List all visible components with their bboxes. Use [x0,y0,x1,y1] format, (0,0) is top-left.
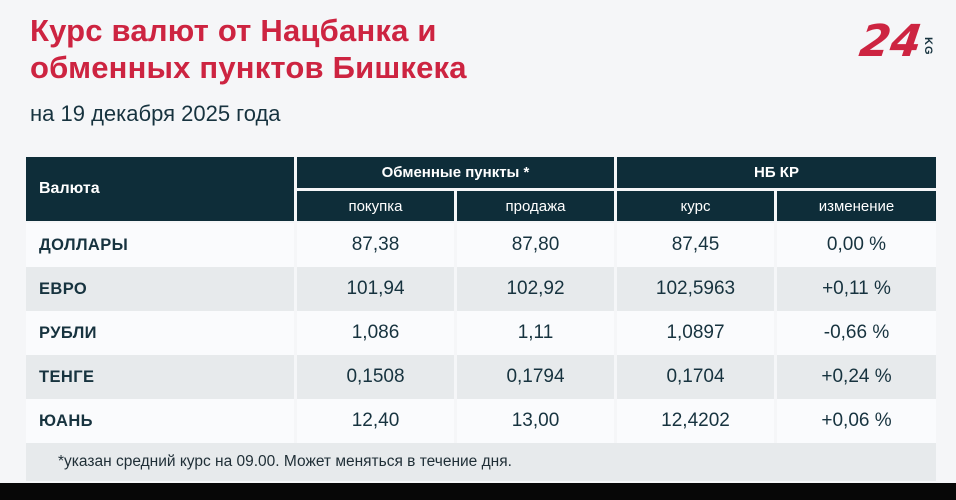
table-body: ДОЛЛАРЫ 87,38 87,80 87,45 0,00 % ЕВРО 10… [26,223,936,443]
logo-24-mark: 24 [856,16,925,67]
header-groups: Обменные пункты * НБ КР покупка продажа … [297,157,936,221]
currency-name-cell: ЮАНЬ [26,399,294,443]
header-group-exchange: Обменные пункты * [297,157,614,188]
table-header: Валюта Обменные пункты * НБ КР покупка п… [26,157,936,221]
header-sub-row: покупка продажа курс изменение [297,191,936,221]
change-cell: 0,00 % [777,223,936,267]
buy-cell: 101,94 [297,267,454,311]
table-row-euro: ЕВРО 101,94 102,92 102,5963 +0,11 % [26,267,936,311]
sell-cell: 13,00 [457,399,614,443]
currency-name-cell: ТЕНГЕ [26,355,294,399]
table-row-dollars: ДОЛЛАРЫ 87,38 87,80 87,45 0,00 % [26,223,936,267]
currency-name-cell: ДОЛЛАРЫ [26,223,294,267]
table-row-tenge: ТЕНГЕ 0,1508 0,1794 0,1704 +0,24 % [26,355,936,399]
sell-cell: 1,11 [457,311,614,355]
buy-cell: 12,40 [297,399,454,443]
page-title-line2: обменных пунктов Бишкека [30,50,467,85]
sell-cell: 87,80 [457,223,614,267]
change-cell: +0,24 % [777,355,936,399]
header-buy: покупка [297,191,454,221]
buy-cell: 1,086 [297,311,454,355]
table-row-rubles: РУБЛИ 1,086 1,11 1,0897 -0,66 % [26,311,936,355]
table-footnote: *указан средний курс на 09.00. Может мен… [26,443,936,481]
change-cell: +0,06 % [777,399,936,443]
buy-cell: 87,38 [297,223,454,267]
change-cell: +0,11 % [777,267,936,311]
currency-name-cell: ЕВРО [26,267,294,311]
rate-cell: 102,5963 [617,267,774,311]
buy-cell: 0,1508 [297,355,454,399]
page-title: Курс валют от Нацбанка и обменных пункто… [30,12,467,86]
rate-cell: 0,1704 [617,355,774,399]
site-logo: 24 KG [856,16,934,67]
sell-cell: 102,92 [457,267,614,311]
rate-cell: 87,45 [617,223,774,267]
logo-kg-label: KG [922,37,934,56]
currency-rate-table: Валюта Обменные пункты * НБ КР покупка п… [26,157,936,481]
sell-cell: 0,1794 [457,355,614,399]
header-sell: продажа [457,191,614,221]
page-title-line1: Курс валют от Нацбанка и [30,13,437,48]
table-row-yuan: ЮАНЬ 12,40 13,00 12,4202 +0,06 % [26,399,936,443]
header-currency: Валюта [26,157,294,221]
change-cell: -0,66 % [777,311,936,355]
header-rate: курс [617,191,774,221]
rate-cell: 1,0897 [617,311,774,355]
header-group-row: Обменные пункты * НБ КР [297,157,936,188]
bottom-black-bar [0,483,956,500]
currency-name-cell: РУБЛИ [26,311,294,355]
rate-cell: 12,4202 [617,399,774,443]
header-group-nbkr: НБ КР [617,157,936,188]
header-change: изменение [777,191,936,221]
page-subtitle: на 19 декабря 2025 года [30,101,281,126]
